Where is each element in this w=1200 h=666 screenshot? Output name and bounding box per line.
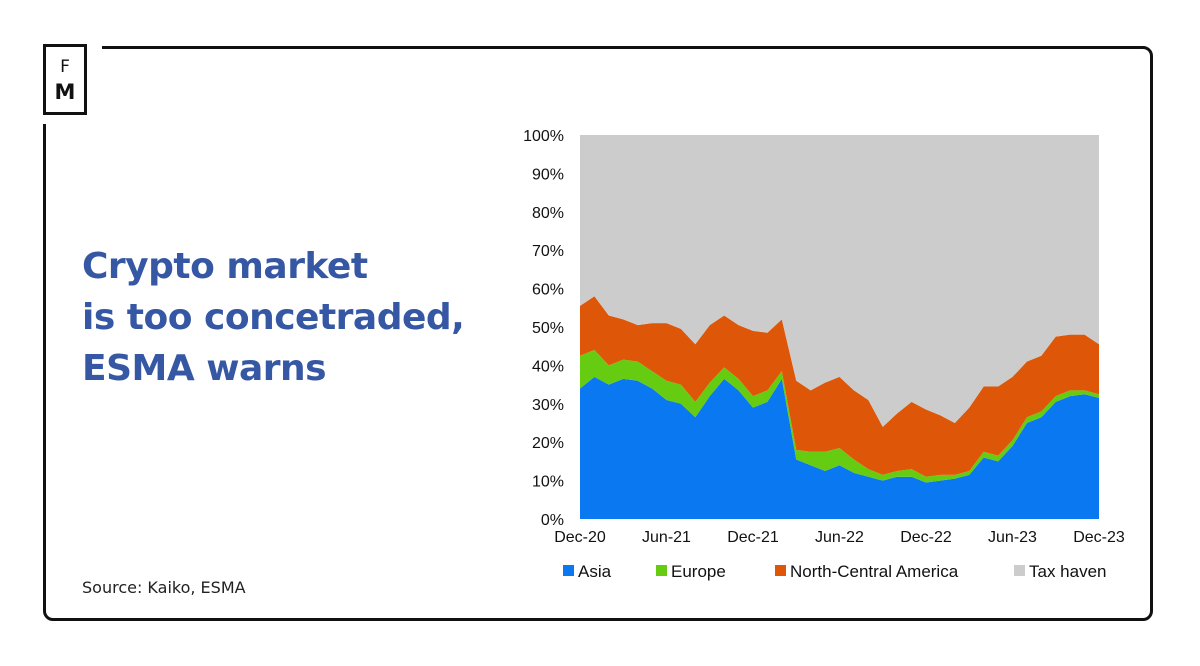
x-tick-label: Jun-21 (642, 529, 691, 546)
legend-label: Asia (578, 562, 612, 581)
area-series-tax-haven (580, 135, 1099, 427)
x-tick-label: Dec-23 (1073, 529, 1125, 546)
y-tick-label: 80% (532, 205, 564, 222)
legend-swatch (656, 565, 667, 576)
area-series-europe (580, 350, 1099, 483)
x-tick-label: Jun-22 (815, 529, 864, 546)
y-tick-label: 70% (532, 243, 564, 260)
legend-item-asia: Asia (563, 562, 612, 581)
x-tick-label: Dec-20 (554, 529, 606, 546)
y-tick-label: 20% (532, 435, 564, 452)
x-tick-label: Dec-21 (727, 529, 779, 546)
y-tick-label: 10% (532, 474, 564, 491)
area-series-north-central-america (580, 296, 1099, 477)
y-tick-label: 40% (532, 358, 564, 375)
logo-letter-f: F (60, 57, 70, 77)
legend-label: Tax haven (1029, 562, 1107, 581)
stacked-area-chart: 0% 10% 20% 30% 40% 50% 60% 70% 80% 90% 100% Dec-20 J… (523, 128, 1125, 581)
y-tick-label: 50% (532, 320, 564, 337)
headline-line-1: Crypto market (82, 246, 368, 287)
legend-swatch (1014, 565, 1025, 576)
y-tick-label: 90% (532, 166, 564, 183)
x-tick-label: Dec-22 (900, 529, 952, 546)
legend-label: Europe (671, 562, 726, 581)
y-tick-label: 30% (532, 397, 564, 414)
headline: Crypto market is too concetraded, ESMA w… (82, 241, 522, 394)
y-tick-label: 60% (532, 282, 564, 299)
area-series-asia (580, 376, 1099, 519)
y-tick-label: 100% (523, 128, 564, 145)
legend-swatch (775, 565, 786, 576)
headline-line-2: is too concetraded, (82, 297, 465, 338)
legend-item-tax-haven: Tax haven (1014, 562, 1107, 581)
y-tick-label: 0% (541, 512, 564, 529)
legend-item-europe: Europe (656, 562, 726, 581)
legend-swatch (563, 565, 574, 576)
logo-letter-m: M (54, 80, 76, 104)
card-frame (43, 46, 1153, 621)
x-tick-label: Jun-23 (988, 529, 1037, 546)
fm-logo: F M (43, 44, 87, 115)
legend-label: North-Central America (790, 562, 959, 581)
legend-item-north-central-america: North-Central America (775, 562, 959, 581)
source-note: Source: Kaiko, ESMA (82, 578, 246, 597)
headline-line-3: ESMA warns (82, 348, 327, 389)
